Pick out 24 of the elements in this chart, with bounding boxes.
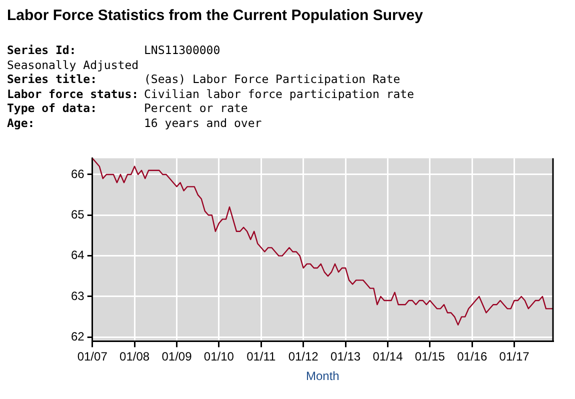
text: Series Id: LNS11300000	[7, 43, 220, 57]
x-tick-label: 01/14	[372, 350, 404, 364]
x-tick-label: 01/11	[246, 350, 276, 364]
y-tick-label: 64	[70, 248, 85, 262]
text: Type of data: Percent or rate	[7, 101, 248, 115]
text: Series title: (Seas) Labor Force Participation Rate	[7, 72, 400, 86]
x-axis-title: Month	[306, 369, 340, 384]
x-tick-label: 01/16	[457, 350, 488, 364]
text: Labor force status: Civilian labor force participation rate	[7, 86, 414, 101]
text: Seasonally Adjusted	[7, 58, 139, 72]
x-tick-label: 01/07	[77, 350, 108, 364]
x-tick-label: 01/17	[499, 350, 530, 364]
x-tick-label: 01/15	[414, 350, 446, 364]
x-tick-label: 01/08	[120, 350, 150, 364]
y-tick-label: 65	[70, 207, 85, 222]
chart-title: Labor Force Statistics from the Current Population Survey	[7, 7, 423, 24]
x-tick-label: 01/13	[330, 350, 361, 364]
y-tick-label: 63	[70, 288, 85, 303]
text: Age: 16 years and over	[7, 116, 262, 130]
x-tick-label: 01/12	[288, 350, 319, 364]
y-tick-label: 62	[70, 329, 85, 344]
y-tick-label: 66	[70, 166, 85, 181]
x-tick-label: 01/09	[162, 350, 192, 364]
x-tick-label: 01/10	[204, 350, 234, 364]
